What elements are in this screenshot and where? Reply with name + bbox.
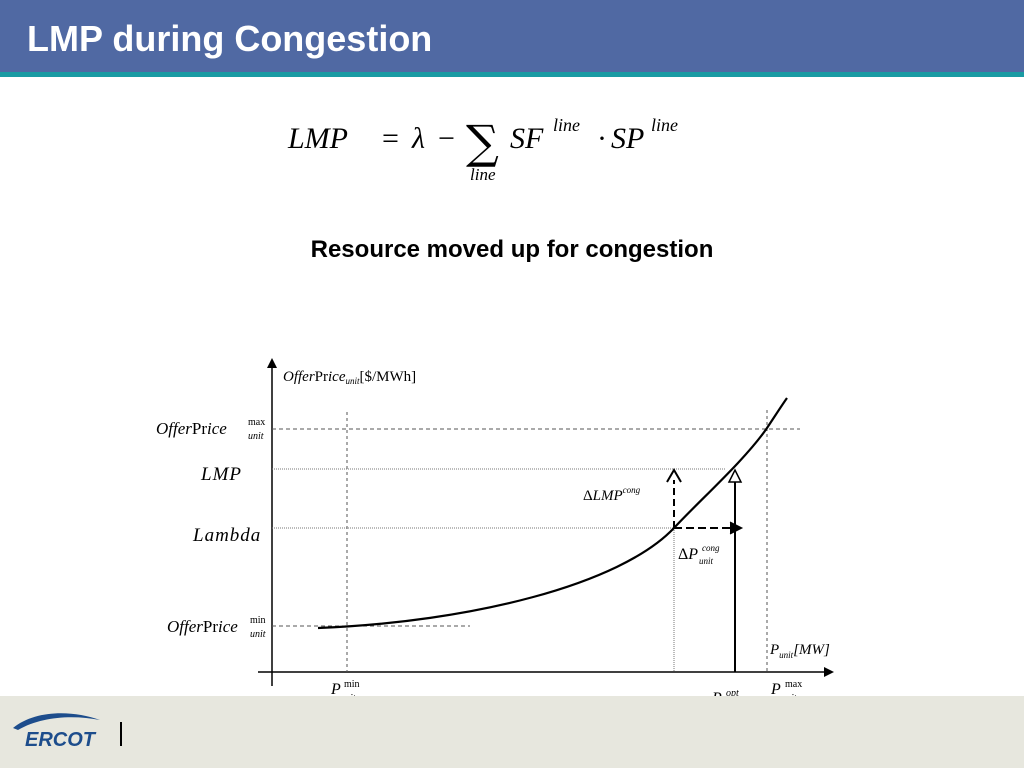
p-min-label: P <box>330 681 341 698</box>
formula-sum-sign: ∑ <box>466 115 499 169</box>
logo-swoosh-icon <box>13 713 100 730</box>
title-bar-accent-stripe <box>0 72 1024 77</box>
delta-p-congestion-subscript: unit <box>699 556 714 566</box>
delta-lmp-congestion-label: ΔLMPcong <box>583 485 641 504</box>
slide-title: LMP during Congestion <box>27 18 433 59</box>
diagram-caption: Resource moved up for congestion <box>310 236 714 263</box>
lmp-level-label: LMP <box>200 464 242 485</box>
formula-sf: SF <box>510 122 544 155</box>
title-bar <box>0 0 1024 72</box>
formula-sp: SP <box>611 122 644 155</box>
p-max-superscript: max <box>785 679 802 690</box>
formula-sp-superscript: line <box>651 115 678 135</box>
formula-sf-superscript: line <box>553 115 580 135</box>
formula-lambda: λ <box>411 122 425 155</box>
p-opt-superscript: opt <box>726 688 739 699</box>
x-axis-title: Punit[MW] <box>769 642 830 660</box>
ercot-logo: ERCOT <box>13 713 100 751</box>
lmp-formula: LMP = λ − ∑ line SF line · SP line <box>287 115 678 184</box>
offer-price-min-label: OfferPrice <box>167 617 238 636</box>
p-max-label: P <box>770 681 781 698</box>
lambda-level-label: Lambda <box>192 525 261 546</box>
delta-p-congestion-superscript: cong <box>702 543 720 553</box>
y-axis-title: OfferPriceunit[$/MWh] <box>283 369 416 386</box>
footer-bar <box>0 696 1024 768</box>
logo-wordmark: ERCOT <box>25 729 97 751</box>
formula-dot: · <box>597 122 607 155</box>
formula-equals: = <box>382 122 399 155</box>
p-min-superscript: min <box>344 679 360 690</box>
offer-price-min-superscript: min <box>250 615 266 626</box>
offer-price-max-label: OfferPrice <box>156 419 227 438</box>
delta-lmp-arrowhead <box>666 468 682 483</box>
formula-lmp: LMP <box>287 122 348 155</box>
offer-price-min-subscript: unit <box>250 629 266 640</box>
offer-price-max-superscript: max <box>248 417 265 428</box>
formula-sum-index: line <box>470 165 496 184</box>
formula-minus: − <box>438 122 455 155</box>
offer-price-max-subscript: unit <box>248 431 264 442</box>
p-opt-arrowhead <box>727 468 743 483</box>
footer-divider <box>120 722 122 746</box>
offer-curve <box>317 397 788 630</box>
delta-p-congestion-label: ΔP <box>678 546 698 563</box>
